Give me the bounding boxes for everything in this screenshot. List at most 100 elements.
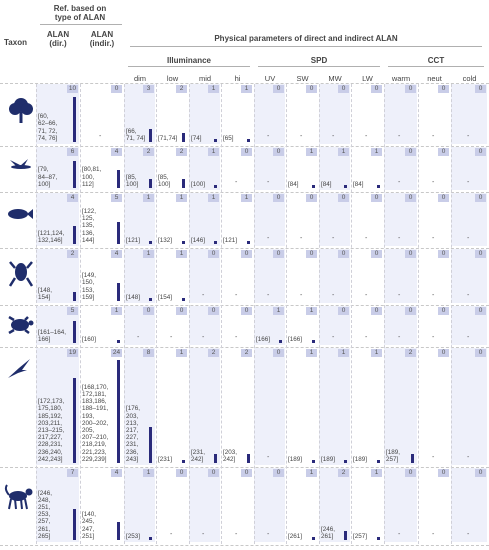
count-badge: 0 [208,469,219,477]
table-cell: 4 [121,124, 132,146] [36,193,79,246]
alan-indir-header: ALAN (indir.) [89,30,115,48]
count-badge: 2 [241,349,252,357]
table-cell: 2 [85, 100] [156,147,188,190]
table-cell: 0- [221,249,253,303]
empty-reference: - [300,133,303,140]
count-badge: 2 [143,148,154,156]
empty-reference: - [467,133,470,140]
table-cell: 24 [168,170, 172,181, 183,186, 188–191, 1… [80,348,123,465]
frog-icon [9,261,33,287]
count-badge: 1 [143,194,154,202]
column-separator [80,84,81,544]
subheader-uv: UV [264,74,276,83]
count-badge: 0 [371,250,382,258]
tree-icon [9,98,33,123]
count-badge: 0 [338,250,349,258]
count-badge: 1 [371,469,382,477]
count-badge: 0 [438,85,449,93]
table-cell: 0- [384,147,417,190]
empty-reference: - [202,334,205,341]
table-cell: 0- [221,468,253,542]
empty-reference: - [332,235,335,242]
count-badge: 4 [111,469,122,477]
spd-underline [258,66,380,67]
count-badge: 0 [475,349,486,357]
empty-reference: - [267,454,270,461]
row-separator [0,305,489,306]
count-badge: 0 [371,307,382,315]
empty-reference: - [267,235,270,242]
table-cell: 3 [66, 71, 74] [124,84,155,144]
table-cell: 1 [146] [189,193,220,246]
subheader-warm: warm [391,74,411,83]
count-badge: 0 [405,469,416,477]
column-separator [418,84,419,544]
count-bar [182,179,185,188]
count-badge: 0 [143,307,154,315]
table-cell: 1 [189] [351,348,383,465]
empty-reference: - [432,531,435,538]
ref-group-underline [40,24,122,25]
count-dot [214,185,217,188]
count-bar [247,454,250,463]
subheader-neut: neut [427,74,442,83]
table-cell: 0- [254,193,285,246]
subheader-sw: SW [296,74,309,83]
table-cell: 0- [451,249,487,303]
table-cell: 0- [189,468,220,542]
row-separator [0,467,489,468]
count-dot [214,241,217,244]
empty-reference: - [267,292,270,299]
table-cell: 6 [79, 84–87, 100] [36,147,79,190]
reference-list: [231] [158,455,173,463]
count-badge: 1 [176,349,187,357]
bird-icon [8,359,30,378]
column-separator [36,84,37,544]
count-badge: 4 [111,148,122,156]
count-dot [149,537,152,540]
table-cell: 7 [246, 248, 251, 253, 257, 261, 265] [36,468,79,542]
cct-header: CCT [427,56,445,65]
count-badge: 0 [371,85,382,93]
table-cell: 0- [384,193,417,246]
count-badge: 0 [208,250,219,258]
table-cell: 5 [122, 125, 135, 136, 144] [80,193,123,246]
physical-underline [130,46,482,47]
table-cell: 1 [84] [286,147,318,190]
illuminance-underline [128,66,250,67]
table-cell: 0- [319,306,350,345]
table-cell: 2 [246, 261] [319,468,350,542]
table-cell: 0- [189,249,220,303]
table-cell: 1 [74] [189,84,220,144]
table-cell: 0- [189,306,220,345]
count-badge: 2 [405,349,416,357]
table-cell: 1 [189] [286,348,318,465]
table-cell: 0- [418,147,450,190]
reference-list: [121] [223,236,238,244]
table-cell: 0- [384,306,417,345]
count-bar [73,161,76,188]
count-badge: 1 [306,307,317,315]
count-badge: 0 [405,250,416,258]
count-badge: 1 [306,148,317,156]
table-cell: 1 [84] [319,147,350,190]
table-cell: 0- [418,249,450,303]
table-cell: 1 [160] [80,306,123,345]
subheader-lw: LW [362,74,373,83]
subheader-mid: mid [198,74,212,83]
count-badge: 1 [241,194,252,202]
count-bar [149,179,152,188]
count-badge: 1 [306,469,317,477]
count-badge: 1 [111,307,122,315]
turtle-icon [8,316,34,334]
table-cell: 1 [154] [156,249,188,303]
count-bar [117,221,120,244]
table-cell: 2 [71,74] [156,84,188,144]
count-dot [377,460,380,463]
insect-icon [10,159,31,169]
column-separator [221,84,222,544]
reference-list: [84] [353,180,364,188]
table-cell: 0- [351,193,383,246]
count-bar [411,454,414,463]
count-badge: 1 [306,349,317,357]
